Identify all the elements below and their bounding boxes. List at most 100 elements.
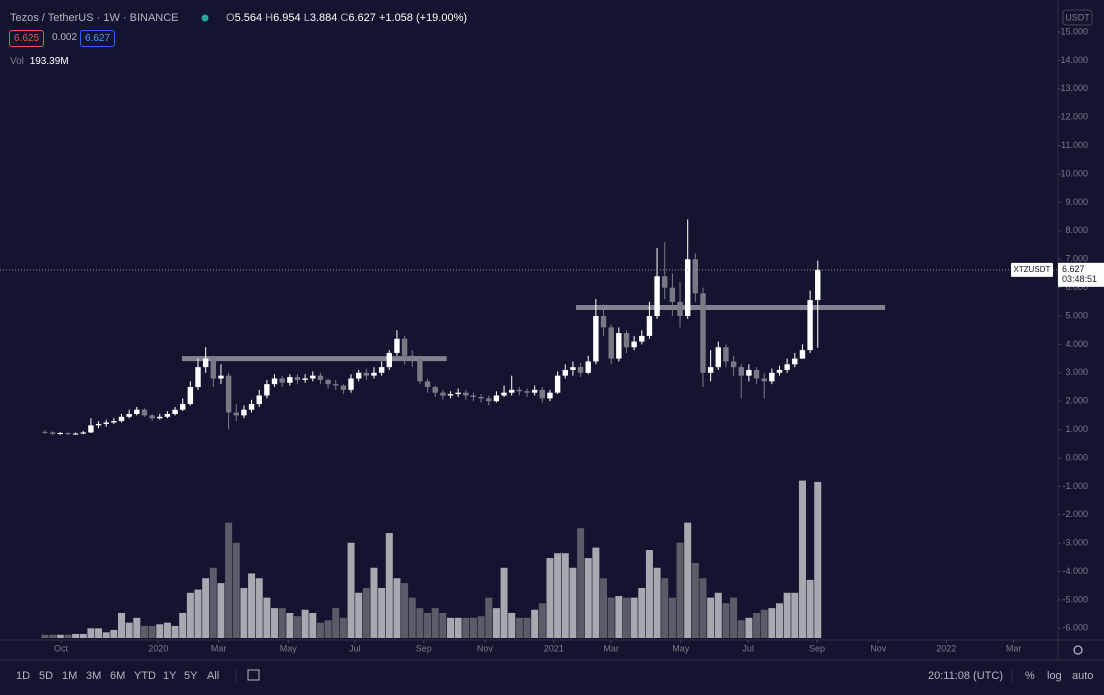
ohlc-letter: L: [303, 12, 310, 24]
currency-label[interactable]: USDT: [1065, 12, 1090, 22]
volume-bar: [615, 596, 623, 638]
volume-bar: [316, 622, 324, 638]
candle-body: [195, 367, 201, 388]
range-button[interactable]: 6M: [110, 670, 126, 682]
scale-option[interactable]: log: [1047, 670, 1062, 682]
volume-bar: [745, 617, 753, 638]
volume-bar: [485, 597, 493, 638]
bid-box[interactable]: 6.625: [9, 30, 45, 47]
volume-title: Vol: [10, 56, 24, 67]
range-button[interactable]: 3M: [86, 670, 102, 682]
ohlc-letter: H: [265, 12, 274, 24]
settings-icon[interactable]: [1073, 645, 1083, 655]
volume-bar: [232, 542, 240, 638]
y-tick-label: 13.000: [1060, 83, 1088, 93]
currency-box[interactable]: [1062, 9, 1093, 26]
volume-bar: [607, 597, 615, 638]
y-tick-label: 11.000: [1061, 140, 1088, 150]
volume-bar: [661, 578, 669, 638]
volume-bar: [248, 573, 256, 638]
volume-bar: [286, 612, 294, 638]
volume-bar: [202, 578, 210, 638]
candle-body: [432, 387, 438, 393]
candle-body: [157, 416, 163, 419]
volume-bar: [806, 579, 814, 638]
volume-bar: [87, 628, 95, 638]
candle-body: [103, 422, 109, 424]
candle-body: [447, 394, 454, 396]
candle-body: [623, 333, 630, 348]
candle-body: [486, 398, 492, 402]
volume-bar: [64, 634, 72, 638]
candle-body: [493, 395, 500, 402]
candle-body: [248, 404, 255, 410]
y-tick-label: 15.000: [1060, 26, 1088, 36]
x-tick-label: Jul: [349, 643, 361, 653]
candle-body: [394, 338, 400, 353]
ohlc-value: 6.954: [273, 12, 301, 24]
volume-bar: [347, 542, 355, 638]
volume-bar: [569, 567, 577, 638]
ask-box[interactable]: 6.627: [80, 30, 116, 47]
volume-bar: [163, 622, 171, 638]
volume-bar: [492, 608, 500, 638]
volume-bar: [462, 617, 470, 638]
candle-body: [264, 384, 270, 396]
x-tick-label: 2022: [936, 643, 956, 653]
candle-body: [524, 391, 530, 393]
volume-bar: [271, 608, 279, 638]
volume-bar: [783, 592, 791, 638]
clock[interactable]: 20:11:08 (UTC): [928, 670, 1003, 682]
volume-bar: [209, 567, 217, 638]
x-tick-label: Jul: [742, 643, 754, 653]
candle-body: [478, 396, 484, 399]
volume-bar: [240, 587, 248, 638]
volume-bar: [393, 578, 401, 638]
volume-bar: [49, 634, 57, 638]
candle-body: [424, 381, 431, 388]
candle-body: [80, 432, 86, 434]
range-button[interactable]: 5D: [39, 670, 54, 682]
volume-bar: [140, 625, 148, 638]
scale-option[interactable]: auto: [1072, 670, 1094, 682]
candle-body: [539, 389, 546, 399]
volume-bar: [255, 578, 263, 638]
volume-bar: [600, 578, 608, 638]
y-tick-label: 7.000: [1065, 254, 1088, 264]
candle-body: [241, 409, 247, 416]
volume-bar: [309, 612, 317, 638]
range-button[interactable]: 1Y: [163, 670, 177, 682]
x-tick-label: Mar: [603, 643, 619, 653]
volume-bar: [186, 592, 194, 638]
y-tick-label: -4.000: [1062, 566, 1088, 576]
candle-body: [738, 367, 744, 376]
volume-bar: [95, 628, 103, 638]
y-tick-label: 14.000: [1060, 55, 1088, 65]
volume-bar: [668, 597, 676, 638]
volume-bar: [439, 612, 447, 638]
volume-bar: [324, 620, 332, 638]
candle-body: [287, 377, 293, 383]
volume-bar: [691, 562, 699, 638]
range-button[interactable]: 1D: [16, 670, 31, 682]
volume-bar: [378, 587, 386, 638]
volume-bar: [707, 597, 715, 638]
volume-bar: [79, 633, 87, 638]
volume-bar: [592, 547, 600, 638]
volume-bar: [508, 612, 516, 638]
volume-bar: [133, 617, 141, 638]
scale-option[interactable]: %: [1025, 670, 1035, 682]
candle-body: [455, 392, 461, 395]
volume-bar: [125, 622, 133, 638]
candle-body: [126, 413, 132, 417]
candle-body: [577, 367, 584, 373]
countdown: 03:48:51: [1062, 274, 1097, 284]
range-button[interactable]: 5Y: [184, 670, 198, 682]
range-button[interactable]: All: [207, 670, 220, 682]
range-button[interactable]: 1M: [62, 670, 78, 682]
compare-icon[interactable]: [247, 669, 260, 681]
market-status-dot: [201, 14, 209, 22]
range-button[interactable]: YTD: [134, 670, 156, 682]
volume-bar: [645, 550, 653, 638]
